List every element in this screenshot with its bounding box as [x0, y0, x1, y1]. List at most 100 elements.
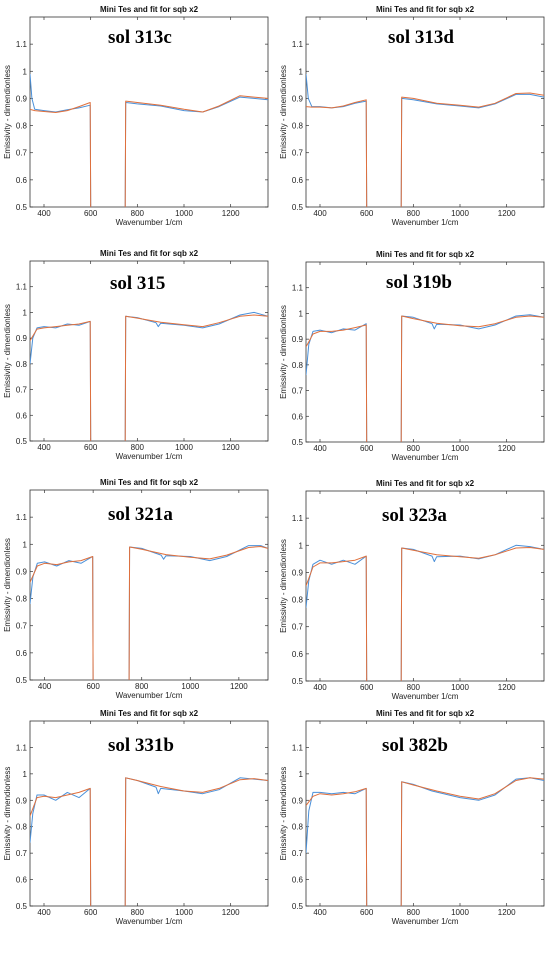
y-tick-label: 0.6 [292, 412, 304, 421]
y-tick-label: 0.9 [292, 335, 304, 344]
series-line-2-segment-1 [30, 320, 92, 441]
x-tick-label: 1000 [451, 683, 469, 692]
x-tick-label: 1000 [451, 908, 469, 917]
x-tick-label: 800 [407, 209, 421, 218]
y-tick-label: 1 [23, 67, 28, 76]
x-tick-label: 600 [84, 908, 98, 917]
series-line-2-segment-1 [30, 787, 92, 906]
y-tick-label: 0.7 [16, 849, 28, 858]
chart-title: Mini Tes and fit for sqb x2 [100, 478, 199, 487]
chart-title: Mini Tes and fit for sqb x2 [100, 709, 199, 718]
series-line-1-segment-2 [124, 96, 268, 207]
plot-frame [305, 16, 545, 208]
y-tick-label: 1.1 [16, 513, 28, 522]
x-axis-label: Wavenumber 1/cm [116, 452, 183, 461]
x-tick-label: 600 [360, 209, 374, 218]
chart-title: Mini Tes and fit for sqb x2 [376, 5, 475, 14]
plot-frame [29, 260, 269, 442]
chart-panel-6: Mini Tes and fit for sqb x2 0.5 0.6 0.7 0.8 0… [279, 479, 545, 701]
y-axis-label: Emissivity - dimendionless [279, 305, 288, 399]
series-line-2-segment-1 [30, 102, 92, 207]
x-axis-label: Wavenumber 1/cm [392, 917, 459, 926]
y-tick-label: 0.5 [292, 902, 304, 911]
y-axis-label: Emissivity - dimendionless [3, 304, 12, 398]
y-tick-label: 0.7 [292, 849, 304, 858]
sample-label: sol 321a [108, 504, 173, 525]
series-line-1-segment-2 [128, 545, 268, 680]
y-tick-label: 0.5 [16, 902, 28, 911]
chart-panel-8: Mini Tes and fit for sqb x2 0.5 0.6 0.7 0.8 0… [279, 709, 545, 926]
plot-frame [29, 489, 269, 681]
sample-label: sol 313d [388, 27, 454, 48]
x-axis-label: Wavenumber 1/cm [392, 692, 459, 701]
y-axis-label: Emissivity - dimendionless [3, 65, 12, 159]
y-tick-label: 0.7 [292, 387, 304, 396]
x-tick-label: 800 [135, 682, 149, 691]
y-tick-label: 0.5 [16, 437, 28, 446]
x-tick-label: 600 [86, 682, 100, 691]
y-tick-label: 1 [299, 309, 304, 318]
y-tick-label: 1 [299, 770, 304, 779]
chart-panel-2: Mini Tes and fit for sqb x2 0.5 0.6 0.7 0.8 0… [279, 5, 545, 227]
series-line-2-segment-1 [30, 556, 94, 680]
y-tick-label: 0.5 [16, 676, 28, 685]
plot-frame [305, 720, 545, 907]
series-line-1-segment-2 [124, 777, 268, 906]
y-tick-label: 1.1 [292, 40, 304, 49]
chart-title: Mini Tes and fit for sqb x2 [100, 5, 199, 14]
series-line-2-segment-1 [306, 324, 368, 442]
x-tick-label: 800 [131, 209, 145, 218]
chart-panel-4: Mini Tes and fit for sqb x2 0.5 0.6 0.7 0.8 0… [279, 250, 545, 462]
sample-label: sol 313c [108, 27, 172, 48]
x-tick-label: 1000 [175, 908, 193, 917]
chart-title: Mini Tes and fit for sqb x2 [376, 250, 475, 259]
x-tick-label: 1200 [230, 682, 248, 691]
y-axis-label: Emissivity - dimendionless [279, 539, 288, 633]
chart-title: Mini Tes and fit for sqb x2 [100, 249, 199, 258]
x-tick-label: 400 [313, 444, 327, 453]
x-tick-label: 800 [407, 683, 421, 692]
y-tick-label: 0.7 [292, 149, 304, 158]
y-tick-label: 0.7 [292, 623, 304, 632]
series-line-2-segment-1 [306, 99, 368, 207]
y-axis-label: Emissivity - dimendionless [3, 767, 12, 861]
x-axis-label: Wavenumber 1/cm [116, 218, 183, 227]
y-axis-label: Emissivity - dimendionless [279, 767, 288, 861]
series-line-1-segment-2 [400, 777, 544, 906]
x-tick-label: 600 [84, 443, 98, 452]
y-tick-label: 0.9 [16, 796, 28, 805]
series-line-1-segment-1 [306, 787, 368, 906]
y-axis-label: Emissivity - dimendionless [279, 65, 288, 159]
series-line-2-segment-2 [400, 547, 544, 681]
chart-panel-3: Mini Tes and fit for sqb x2 0.5 0.6 0.7 0.8 0… [3, 249, 269, 461]
y-tick-label: 0.7 [16, 622, 28, 631]
x-tick-label: 800 [131, 443, 145, 452]
series-line-1-segment-2 [400, 93, 544, 207]
y-tick-label: 0.9 [16, 567, 28, 576]
x-tick-label: 1000 [175, 443, 193, 452]
y-tick-label: 0.6 [16, 411, 28, 420]
y-tick-label: 0.8 [16, 360, 28, 369]
x-tick-label: 600 [84, 209, 98, 218]
y-tick-label: 0.8 [292, 823, 304, 832]
y-tick-label: 0.6 [16, 876, 28, 885]
x-tick-label: 1000 [175, 209, 193, 218]
x-tick-label: 400 [37, 209, 51, 218]
y-tick-label: 1 [23, 308, 28, 317]
series-line-2-segment-2 [124, 777, 268, 906]
x-axis-label: Wavenumber 1/cm [392, 453, 459, 462]
chart-title: Mini Tes and fit for sqb x2 [376, 709, 475, 718]
x-tick-label: 400 [313, 683, 327, 692]
y-tick-label: 0.6 [16, 649, 28, 658]
series-line-2-segment-2 [400, 777, 544, 906]
y-tick-label: 0.6 [292, 176, 304, 185]
x-tick-label: 1200 [222, 443, 240, 452]
x-tick-label: 1000 [181, 682, 199, 691]
sample-label: sol 323a [382, 505, 447, 526]
x-tick-label: 1200 [498, 908, 516, 917]
sample-label: sol 319b [386, 272, 452, 293]
y-tick-label: 0.9 [292, 94, 304, 103]
series-line-2-segment-2 [124, 95, 268, 207]
x-tick-label: 400 [37, 908, 51, 917]
chart-title: Mini Tes and fit for sqb x2 [376, 479, 475, 488]
